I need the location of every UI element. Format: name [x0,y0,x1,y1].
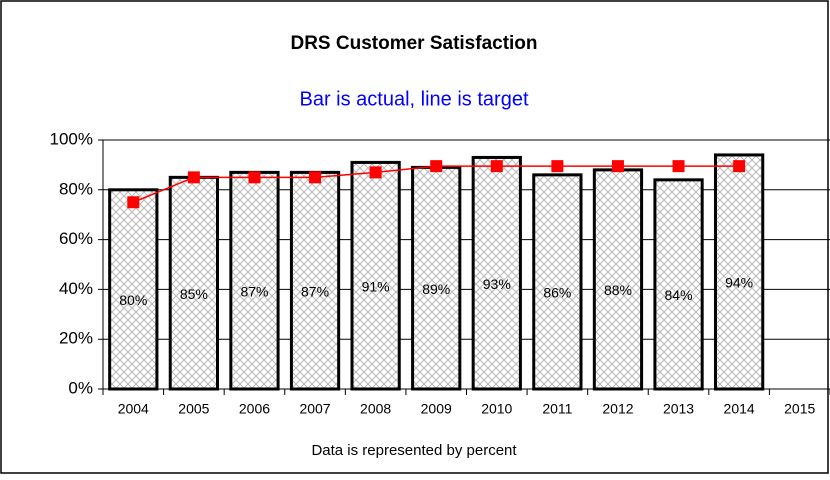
bar [713,153,765,391]
x-tick-label: 2006 [239,401,270,417]
data-label: 94% [725,275,753,291]
chart-subtitle: Bar is actual, line is target [300,88,529,110]
y-tick-label: 80% [59,179,93,198]
bar [471,155,522,391]
data-label: 84% [665,287,693,303]
target-marker [248,171,261,184]
bar [168,175,220,391]
bar [108,188,159,391]
x-tick-label: 2014 [724,401,755,417]
x-tick-label: 2008 [360,401,391,417]
data-label: 87% [240,283,268,299]
target-marker [127,196,140,209]
data-label: 80% [119,292,147,308]
y-tick-label: 40% [59,279,93,298]
bar [411,165,462,391]
y-tick-label: 0% [68,378,93,397]
target-marker [187,171,200,184]
target-marker [309,171,322,184]
x-tick-label: 2013 [663,401,694,417]
target-marker [733,160,746,173]
x-tick-label: 2005 [178,401,209,417]
x-tick-label: 2015 [784,401,815,417]
x-tick-label: 2007 [299,401,330,417]
data-label: 89% [422,281,450,297]
x-tick-label: 2010 [481,401,512,417]
bar [592,168,644,391]
bar [289,170,341,391]
target-marker [551,160,564,173]
x-tick-label: 2012 [602,401,633,417]
x-tick-label: 2004 [118,401,149,417]
y-tick-label: 60% [59,229,93,248]
data-label: 87% [301,283,329,299]
target-marker [369,166,382,179]
target-marker [672,160,685,173]
bar [229,170,280,391]
chart-title: DRS Customer Satisfaction [290,33,537,54]
x-tick-label: 2009 [421,401,452,417]
bar [532,173,583,391]
target-marker [490,160,503,173]
target-marker [611,160,624,173]
y-tick-label: 20% [59,329,93,348]
data-label: 85% [180,286,208,302]
data-label: 91% [362,278,390,294]
y-tick-label: 100% [50,129,93,148]
data-label: 88% [604,282,632,298]
target-marker [430,160,443,173]
bar [350,160,401,391]
x-tick-label: 2011 [542,401,572,417]
data-label: 93% [483,276,511,292]
x-axis-title: Data is represented by percent [311,442,517,459]
data-label: 86% [543,285,571,301]
bar [653,178,704,391]
